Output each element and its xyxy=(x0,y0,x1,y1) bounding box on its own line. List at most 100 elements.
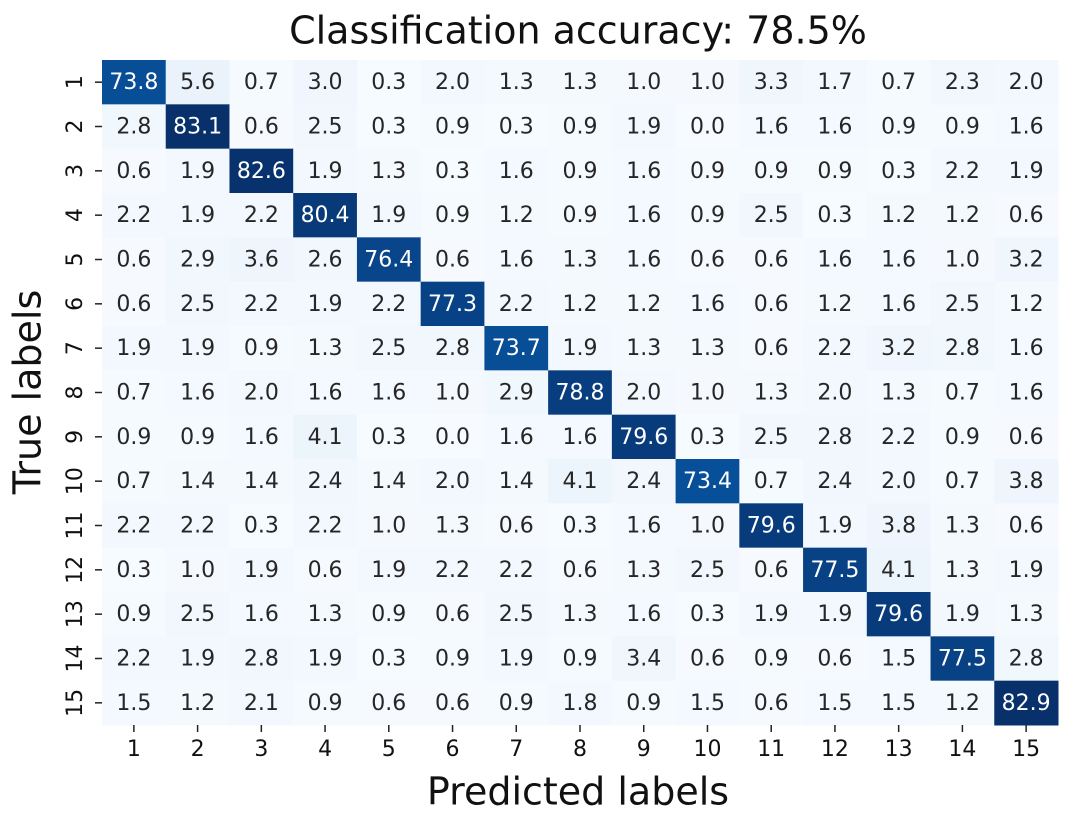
heatmap-cell xyxy=(102,592,167,637)
y-tick-label: 5 xyxy=(63,253,88,267)
heatmap-cell xyxy=(803,636,868,682)
cell-label: 0.3 xyxy=(116,558,151,583)
cell-label: 79.6 xyxy=(747,514,796,539)
heatmap-cell xyxy=(803,592,868,637)
heatmap-cell xyxy=(930,503,995,549)
cell-label: 2.1 xyxy=(244,691,279,716)
heatmap-cell xyxy=(930,326,995,371)
heatmap-cell xyxy=(739,592,804,637)
cell-label: 1.6 xyxy=(499,425,534,450)
heatmap-cell xyxy=(994,680,1059,726)
heatmap-cell xyxy=(293,326,358,371)
heatmap-cell xyxy=(675,459,740,504)
cell-label: 82.9 xyxy=(1002,691,1051,716)
heatmap-cell xyxy=(229,370,294,416)
cell-label: 1.3 xyxy=(371,159,406,184)
cell-label: 2.2 xyxy=(244,292,279,317)
heatmap-cell xyxy=(102,414,167,460)
cell-label: 1.6 xyxy=(244,602,279,627)
x-tick-label: 10 xyxy=(693,737,721,762)
cell-label: 0.9 xyxy=(308,691,343,716)
cell-label: 1.3 xyxy=(690,336,725,361)
heatmap-cell xyxy=(994,636,1059,682)
heatmap-cell xyxy=(484,503,549,549)
cell-label: 0.7 xyxy=(754,469,789,494)
cell-label: 1.3 xyxy=(435,514,470,539)
heatmap-cell xyxy=(293,636,358,682)
x-tick-label: 13 xyxy=(885,737,913,762)
cell-label: 1.6 xyxy=(244,425,279,450)
cell-label: 0.7 xyxy=(116,469,151,494)
heatmap-cell xyxy=(803,547,868,593)
cell-label: 2.9 xyxy=(499,381,534,406)
cell-label: 0.6 xyxy=(435,691,470,716)
cell-label: 0.3 xyxy=(371,115,406,140)
x-axis-label: Predicted labels xyxy=(427,770,729,814)
heatmap-cell xyxy=(356,104,422,150)
heatmap-cell xyxy=(675,503,740,549)
cell-label: 1.0 xyxy=(690,70,725,95)
heatmap-cell xyxy=(930,237,995,283)
heatmap-cell xyxy=(165,636,230,682)
cell-label: 2.8 xyxy=(1009,647,1044,672)
heatmap-cell xyxy=(229,592,294,637)
cell-label: 0.6 xyxy=(690,248,725,273)
heatmap-cell xyxy=(548,414,613,460)
heatmap-cell xyxy=(420,193,485,238)
heatmap-cell xyxy=(866,459,932,504)
cell-label: 1.3 xyxy=(945,514,980,539)
cell-label: 1.5 xyxy=(817,691,852,716)
heatmap-cell xyxy=(293,547,358,593)
cell-label: 2.0 xyxy=(626,381,661,406)
cell-label: 2.9 xyxy=(180,248,215,273)
x-tick-label: 8 xyxy=(573,737,587,762)
heatmap-cell xyxy=(548,104,613,150)
cell-label: 1.3 xyxy=(1009,602,1044,627)
cell-label: 1.5 xyxy=(881,647,916,672)
cell-label: 1.4 xyxy=(244,469,279,494)
cell-label: 77.5 xyxy=(810,558,859,583)
heatmap-cell xyxy=(420,636,485,682)
heatmap-cell xyxy=(356,503,422,549)
heatmap-cell xyxy=(739,104,804,150)
cell-label: 1.5 xyxy=(690,691,725,716)
heatmap-cell xyxy=(165,370,230,416)
heatmap-cell xyxy=(803,414,868,460)
cell-label: 1.0 xyxy=(690,381,725,406)
heatmap-cell xyxy=(420,503,485,549)
cell-label: 0.9 xyxy=(690,159,725,184)
x-tick-label: 4 xyxy=(318,737,332,762)
cell-label: 0.3 xyxy=(563,514,598,539)
y-tick-label: 8 xyxy=(63,386,88,400)
heatmap-cell xyxy=(675,60,740,105)
cell-label: 1.9 xyxy=(180,159,215,184)
cell-label: 0.9 xyxy=(690,203,725,228)
cell-label: 1.6 xyxy=(626,602,661,627)
heatmap-cell xyxy=(611,680,677,726)
heatmap-cell xyxy=(356,370,422,416)
cell-label: 1.9 xyxy=(116,336,151,361)
heatmap-cell xyxy=(165,414,230,460)
cell-label: 0.9 xyxy=(881,115,916,140)
cell-label: 1.5 xyxy=(116,691,151,716)
heatmap-cell xyxy=(994,60,1059,105)
heatmap-cell xyxy=(484,459,549,504)
cell-label: 2.2 xyxy=(435,558,470,583)
heatmap-cell xyxy=(165,592,230,637)
cell-label: 2.4 xyxy=(817,469,852,494)
heatmap-cell xyxy=(293,680,358,726)
cell-label: 0.3 xyxy=(690,425,725,450)
y-tick-label: 11 xyxy=(63,512,88,540)
heatmap-cell xyxy=(675,281,740,327)
cell-label: 0.9 xyxy=(563,159,598,184)
heatmap-cell xyxy=(165,459,230,504)
heatmap-cell xyxy=(229,636,294,682)
cell-label: 1.6 xyxy=(881,292,916,317)
cell-label: 1.9 xyxy=(1009,159,1044,184)
cell-label: 0.3 xyxy=(244,514,279,539)
cell-label: 2.0 xyxy=(817,381,852,406)
heatmap-cell xyxy=(102,193,167,238)
cell-label: 1.8 xyxy=(563,691,598,716)
cell-label: 2.8 xyxy=(817,425,852,450)
chart-title: Classification accuracy: 78.5% xyxy=(289,9,867,53)
